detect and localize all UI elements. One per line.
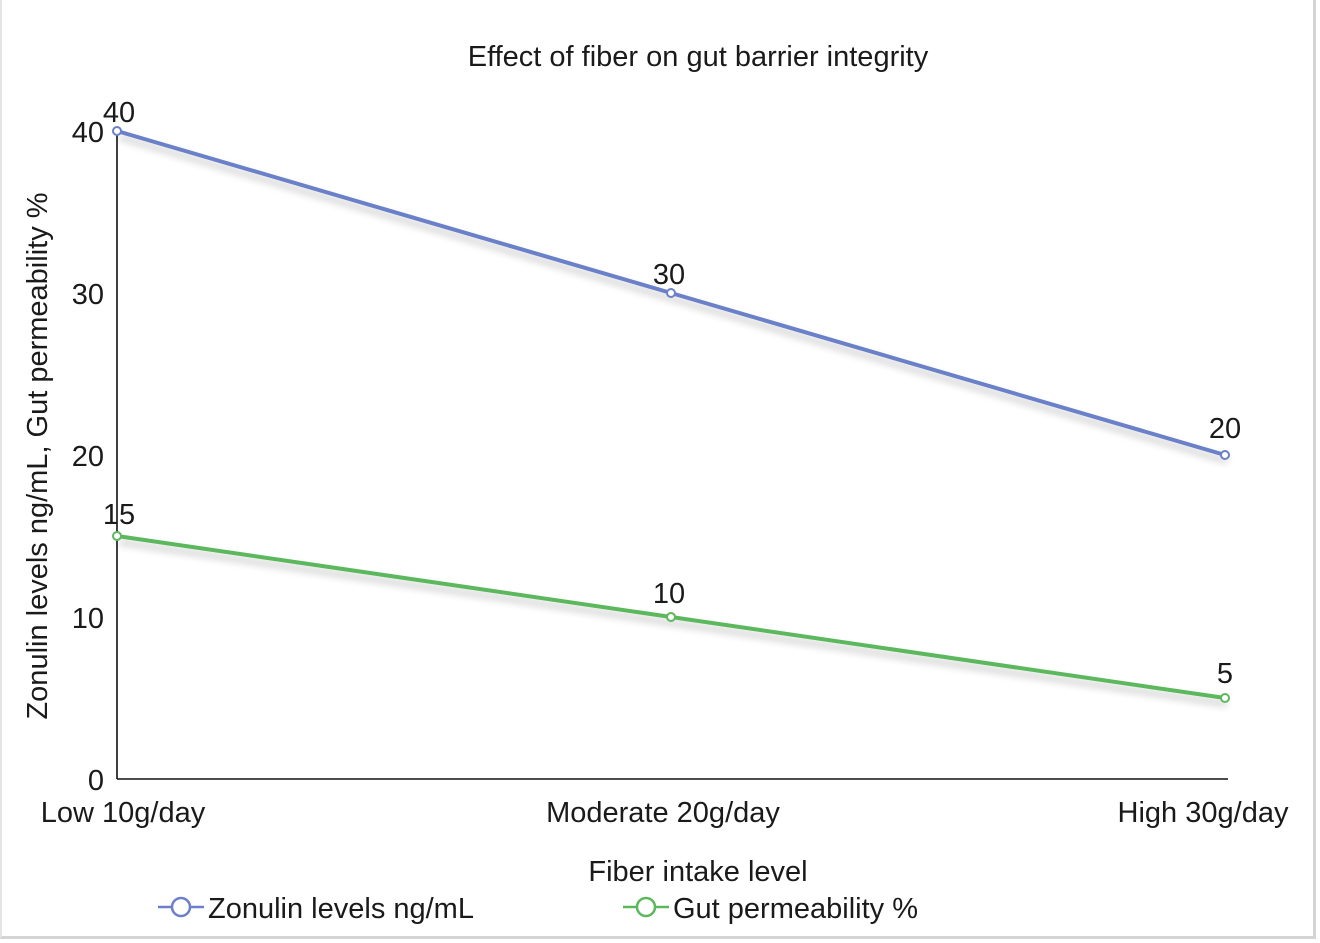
- data-point: [1220, 693, 1230, 703]
- y-tick-label: 30: [72, 279, 104, 311]
- series-0: 40 30 20: [103, 97, 1241, 460]
- data-point: [1220, 450, 1230, 460]
- legend-circle-marker: [170, 896, 192, 918]
- legend-label: Gut permeability %: [673, 893, 918, 925]
- data-point: [666, 288, 676, 298]
- x-axis-label: Fiber intake level: [588, 856, 807, 888]
- legend-item[interactable]: Zonulin levels ng/mL: [158, 893, 474, 925]
- legend-circle-marker: [635, 896, 657, 918]
- data-label: 5: [1217, 658, 1233, 690]
- data-label: 15: [103, 499, 135, 531]
- legend: Zonulin levels ng/mL Gut permeability %: [158, 893, 918, 925]
- series-1: 15 10 5: [103, 499, 1233, 703]
- legend-item[interactable]: Gut permeability %: [623, 893, 918, 925]
- x-tick-label: Moderate 20g/day: [546, 797, 780, 829]
- data-label: 20: [1209, 413, 1241, 445]
- y-tick-label: 10: [72, 603, 104, 635]
- data-point: [112, 126, 122, 136]
- data-label: 10: [653, 578, 685, 610]
- x-tick-label: High 30g/day: [1118, 797, 1289, 829]
- data-point: [112, 531, 122, 541]
- x-tick-label: Low 10g/day: [41, 797, 206, 829]
- chart-title: Effect of fiber on gut barrier integrity: [468, 41, 929, 73]
- legend-label: Zonulin levels ng/mL: [208, 893, 474, 925]
- data-label: 30: [653, 259, 685, 291]
- y-tick-label: 40: [72, 117, 104, 149]
- data-label: 40: [103, 97, 135, 129]
- data-point: [666, 612, 676, 622]
- y-axis-label: Zonulin levels ng/mL, Gut permeability %: [22, 192, 54, 719]
- y-tick-label: 20: [72, 441, 104, 473]
- y-tick-label: 0: [88, 765, 104, 797]
